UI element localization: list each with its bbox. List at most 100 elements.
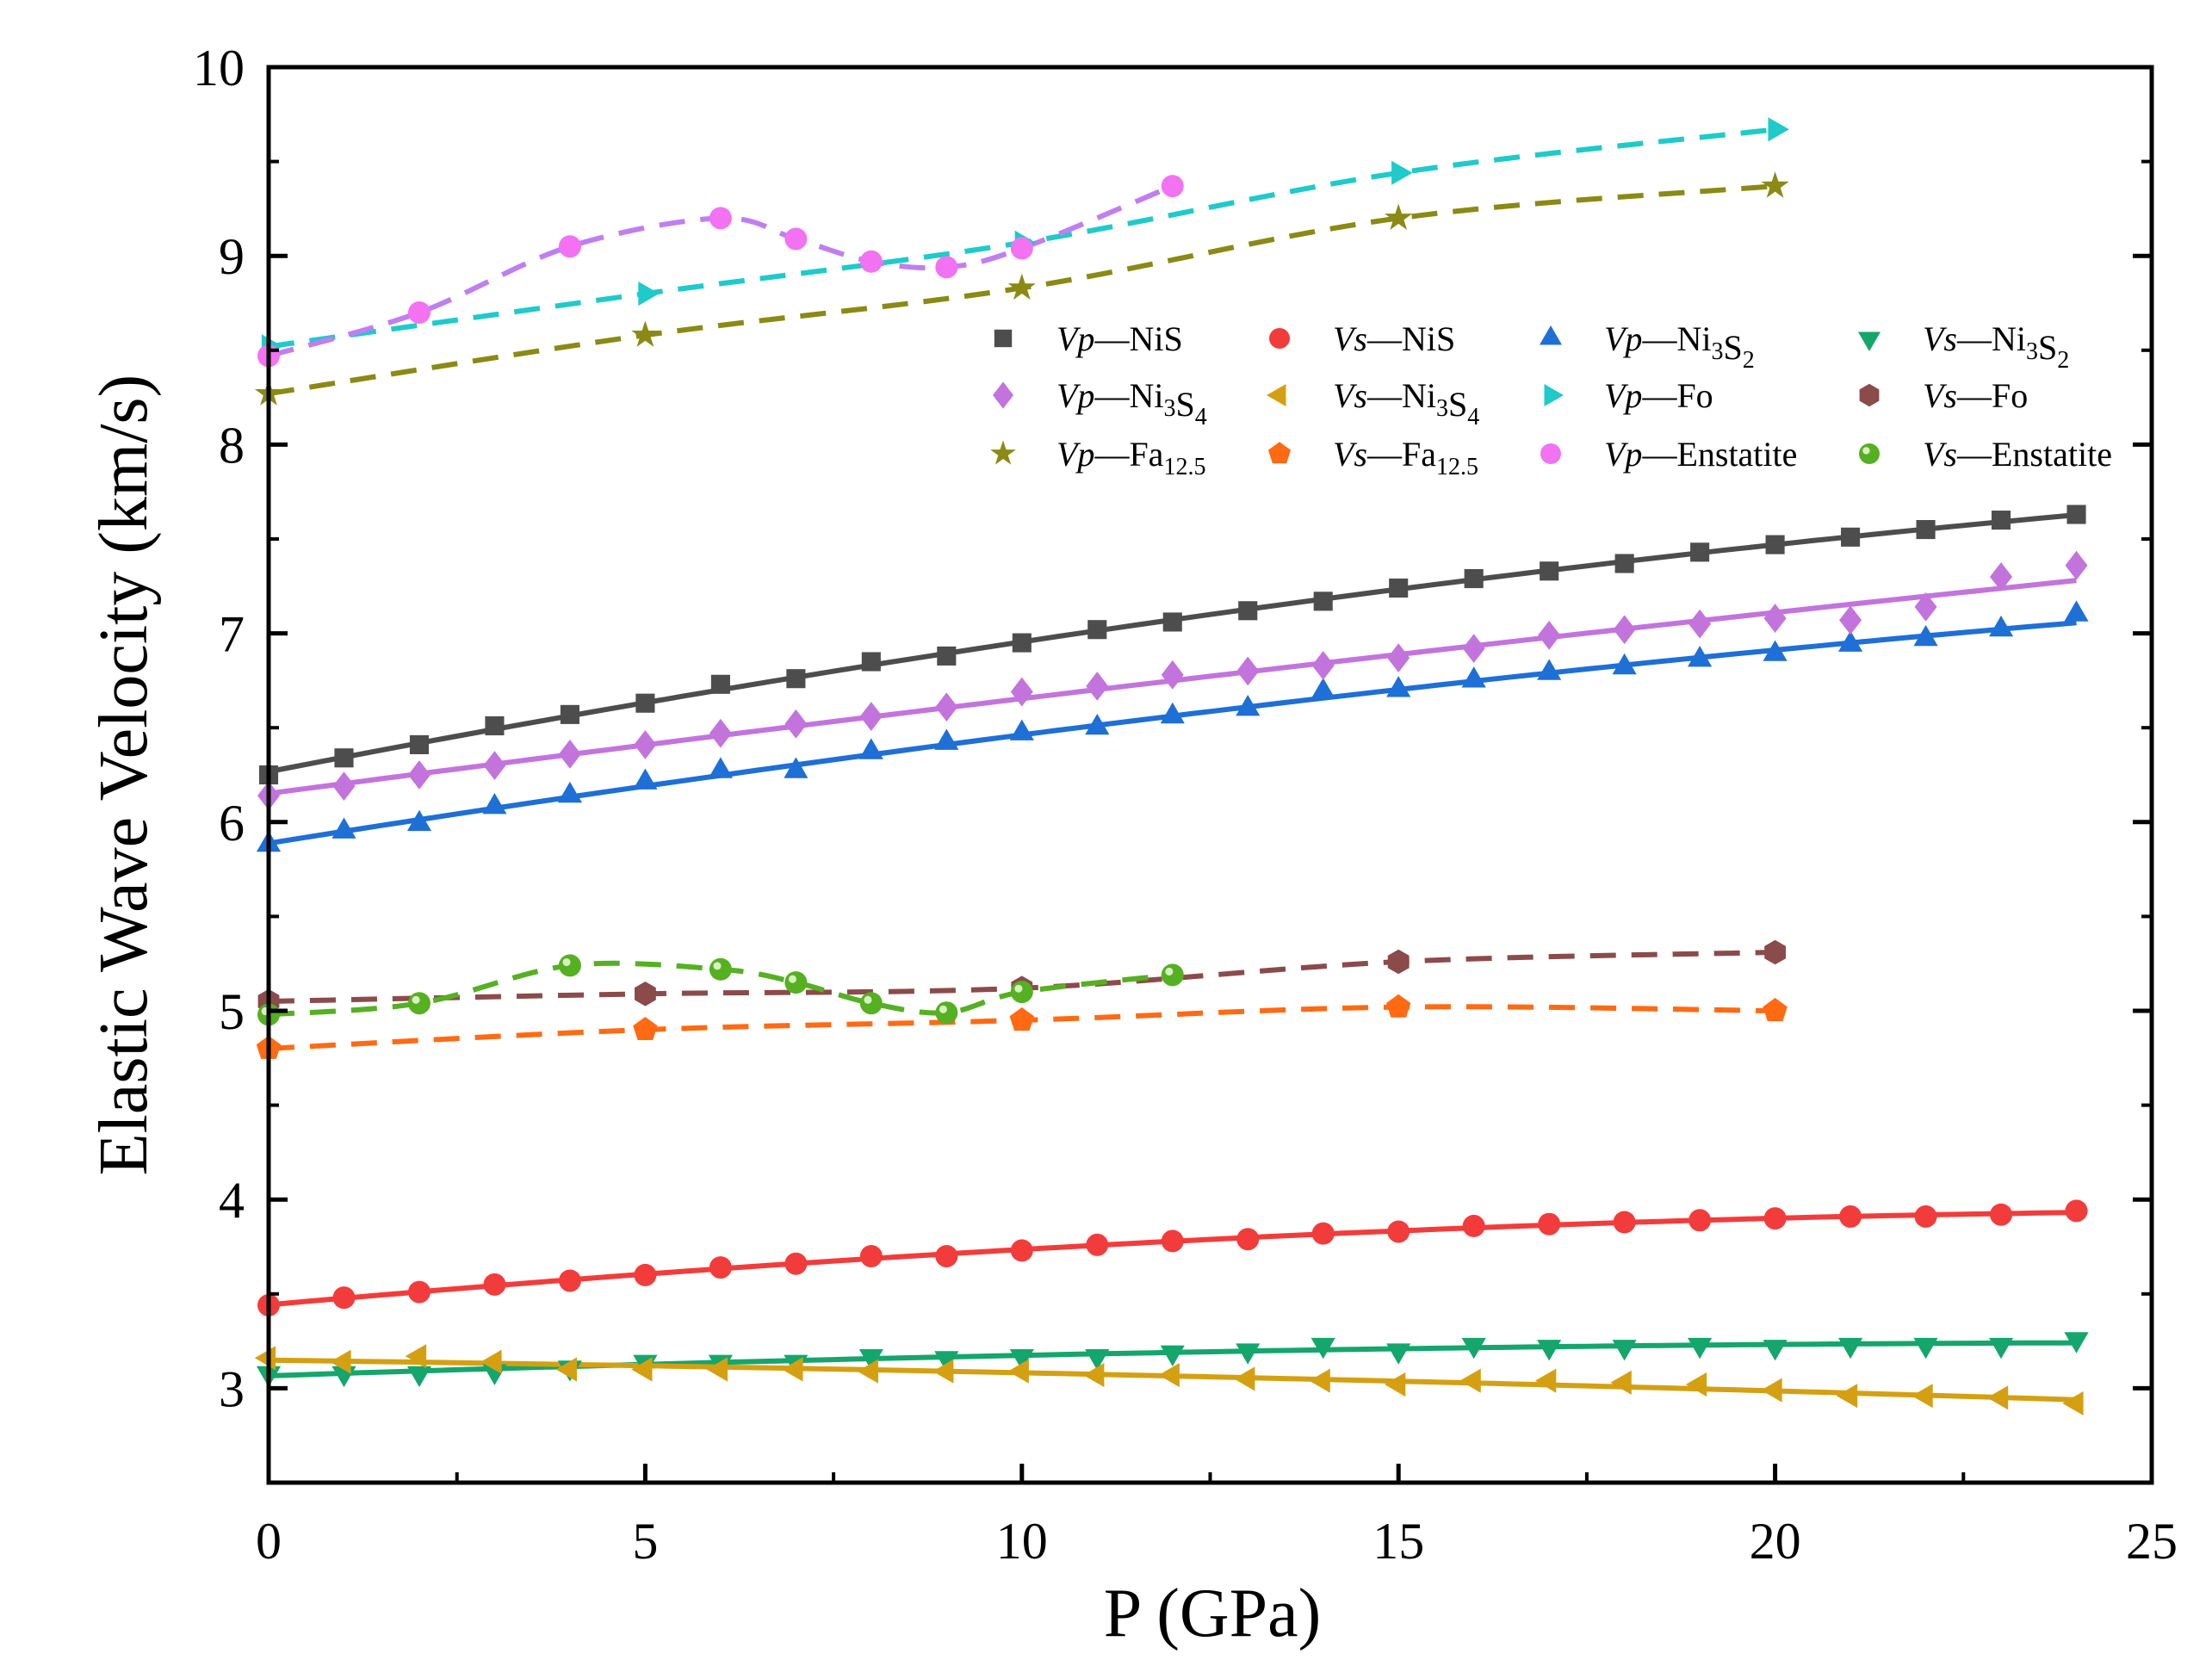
legend-text: —Ni — [1366, 376, 1436, 415]
data-point-vp-enstatite — [859, 250, 883, 273]
data-point-vs-ni3s4 — [480, 1349, 502, 1374]
legend-text: Vs — [1333, 435, 1367, 474]
data-point-vs-ni3s4 — [706, 1357, 728, 1382]
data-point-vp-ni3s4 — [1311, 650, 1335, 680]
data-point-vp-nis — [710, 674, 730, 694]
data-point-vp-ni3s2 — [1310, 678, 1335, 699]
series-markers — [254, 117, 2089, 1415]
legend-text: —Enstatite — [1956, 435, 2112, 474]
data-point-vp-ni3s4 — [1914, 592, 1937, 622]
legend-item-vp-fo: Vp—Fo — [1544, 376, 1713, 415]
data-point-vp-ni3s2 — [858, 738, 883, 759]
data-point-vs-ni3s2 — [1386, 1343, 1411, 1365]
data-point-vs-ni3s4 — [1685, 1372, 1707, 1397]
legend-item-vp-ni3s4: Vp—Ni3S4 — [993, 376, 1207, 430]
legend-item-vp-nis: Vp—NiS — [994, 319, 1183, 358]
data-point-vs-ni3s4 — [782, 1357, 803, 1382]
dashed-line-vs-enstatite — [268, 960, 1174, 1018]
data-point-vp-nis — [2066, 505, 2086, 524]
legend-text: Vp — [1604, 319, 1642, 358]
data-point-vs-ni3s2 — [1763, 1340, 1788, 1361]
data-point-vp-ni3s2 — [331, 817, 356, 839]
data-point-vp-nis — [1540, 561, 1559, 581]
data-point-vs-ni3s2 — [1085, 1349, 1110, 1371]
dashed-line-vp-enstatite — [268, 183, 1174, 359]
data-point-vp-ni3s4 — [1462, 634, 1485, 664]
data-point-vp-ni3s2 — [557, 781, 582, 803]
data-point-vp-ni3s4 — [1387, 643, 1410, 672]
legend-subscript: 4 — [1195, 404, 1207, 430]
legend-text: —Ni — [1094, 376, 1163, 415]
data-point-vp-ni3s2 — [708, 757, 733, 778]
data-point-vp-ni3s2 — [1989, 616, 2014, 637]
data-point-vs-ni3s4 — [857, 1359, 878, 1384]
data-point-vs-ni3s4 — [1986, 1385, 2009, 1410]
data-point-vp-fo — [638, 282, 660, 307]
legend-text: Vp — [1056, 435, 1094, 474]
data-point-vp-ni3s2 — [934, 728, 959, 750]
data-point-vp-nis — [334, 748, 354, 768]
data-point-vp-nis — [485, 715, 505, 736]
x-tick-label: 25 — [2126, 1513, 2178, 1570]
data-point-vs-fa12-5 — [633, 1017, 658, 1040]
data-point-vp-ni3s2 — [1009, 719, 1034, 740]
legend-item-vs-ni3s4: Vs—Ni3S4 — [1267, 376, 1479, 430]
y-tick-label: 8 — [219, 417, 245, 474]
legend: Vp—NiS Vs—NiS Vp—Ni3S2Vs—Ni3S2Vp—Ni3S4Vs—N… — [990, 319, 2112, 480]
data-point-vp-ni3s4 — [1688, 609, 1712, 639]
data-point-vs-nis — [784, 1252, 808, 1275]
data-point-vs-ni3s2 — [406, 1366, 431, 1388]
data-point-vs-nis — [1688, 1209, 1712, 1232]
data-point-vp-ni3s2 — [1763, 640, 1788, 661]
data-point-vp-nis — [1765, 535, 1785, 554]
data-point-vp-ni3s2 — [1838, 630, 1863, 652]
data-point-vs-ni3s2 — [1160, 1345, 1185, 1366]
data-point-vs-enstatite — [935, 1001, 958, 1025]
legend-subscript: 12.5 — [1436, 454, 1478, 480]
sphere-body — [784, 971, 808, 994]
legend-subscript: 3 — [2026, 338, 2038, 365]
data-point-vp-nis — [1162, 612, 1182, 632]
data-point-vs-ni3s4 — [933, 1359, 954, 1384]
data-point-vp-fa12-5 — [1761, 171, 1789, 198]
sphere-highlight — [412, 995, 420, 1004]
data-point-vp-nis — [1012, 633, 1032, 653]
data-point-vp-fa12-5 — [631, 320, 660, 347]
legend-item-vp-ni3s2: Vp—Ni3S2 — [1540, 319, 1755, 374]
legend-marker-vs-ni3s4 — [1267, 384, 1286, 406]
legend-marker-vs-fa12-5 — [1267, 442, 1292, 464]
legend-subscript: 12.5 — [1163, 454, 1205, 480]
legend-text: —NiS — [1094, 319, 1182, 358]
data-point-vp-ni3s4 — [709, 718, 732, 748]
data-point-vs-ni3s4 — [631, 1357, 653, 1382]
data-point-vs-ni3s4 — [1836, 1384, 1858, 1409]
legend-item-vs-fo: Vs—Fo — [1859, 376, 2028, 415]
y-tick-label: 4 — [219, 1172, 245, 1229]
data-point-vp-enstatite — [1010, 237, 1033, 260]
data-point-vp-ni3s4 — [2065, 550, 2088, 580]
data-point-vp-ni3s4 — [1990, 561, 2013, 592]
legend-label-vp-ni3s2: Vp—Ni3S2 — [1604, 319, 1755, 374]
legend-marker-vs-enstatite — [1859, 443, 1880, 464]
legend-text: Vp — [1056, 319, 1094, 358]
legend-label-vp-ni3s4: Vp—Ni3S4 — [1056, 376, 1207, 430]
legend-marker-vp-enstatite — [1540, 443, 1561, 464]
sphere-body — [1161, 963, 1184, 987]
data-point-vs-ni3s2 — [934, 1351, 959, 1372]
data-point-vp-ni3s2 — [1612, 653, 1637, 675]
legend-item-vp-enstatite: Vp—Enstatite — [1540, 435, 1797, 474]
sphere-highlight — [1165, 967, 1174, 976]
data-point-vs-enstatite — [1161, 963, 1184, 987]
legend-marker-vs-ni3s2 — [1858, 331, 1881, 351]
data-point-vs-ni3s4 — [1007, 1359, 1029, 1384]
sphere-body — [935, 1001, 958, 1025]
data-point-vs-enstatite — [558, 954, 581, 977]
data-point-vp-nis — [1238, 601, 1258, 621]
data-point-vp-ni3s4 — [1236, 656, 1260, 686]
data-point-vp-ni3s2 — [482, 793, 507, 815]
legend-text: S — [1723, 328, 1742, 367]
legend-text: Vs — [1923, 376, 1957, 415]
data-point-vp-ni3s2 — [1688, 646, 1713, 667]
data-point-vp-ni3s2 — [1913, 624, 1938, 647]
data-point-vs-nis — [483, 1273, 506, 1296]
